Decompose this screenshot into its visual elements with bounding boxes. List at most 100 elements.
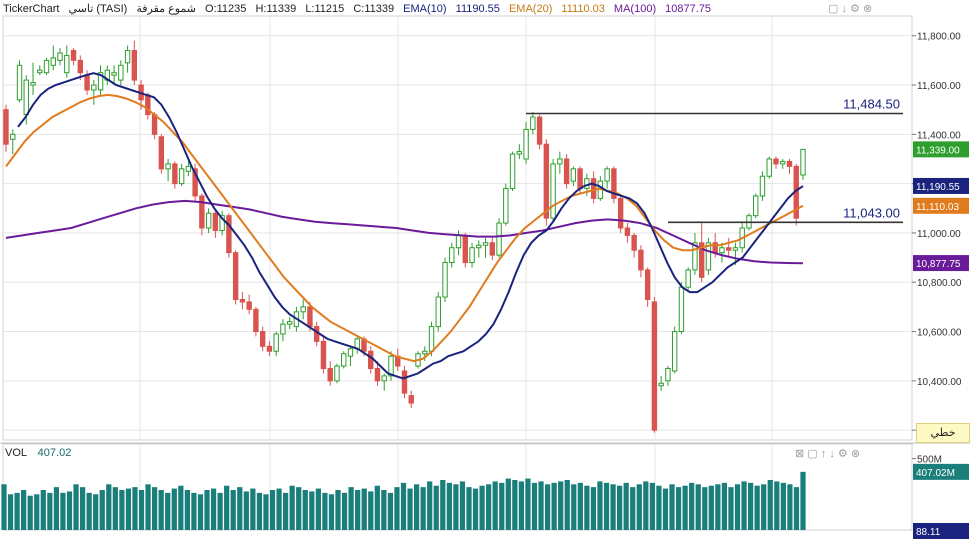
candle-body	[64, 54, 70, 74]
volume-bar	[741, 481, 747, 530]
volume-bar	[512, 480, 518, 530]
volume-bar	[630, 487, 636, 530]
candle-body	[550, 163, 556, 219]
candle-body	[401, 370, 408, 394]
arrow-down-icon[interactable]: ↓	[829, 448, 835, 460]
volume-bar	[250, 488, 256, 530]
level-label: 11,484.50	[843, 96, 900, 111]
close-icon[interactable]: ⊗	[862, 3, 873, 15]
volume-bar	[486, 484, 492, 530]
candle-body	[516, 151, 523, 155]
volume-bar	[734, 484, 741, 530]
volume-bar	[531, 482, 538, 530]
volume-bar	[492, 481, 498, 530]
candle-body	[239, 298, 246, 303]
candle-body	[530, 116, 536, 130]
candle-body	[280, 323, 286, 335]
candle-body	[16, 64, 23, 101]
volume-bar	[472, 488, 479, 530]
volume-bar	[636, 484, 642, 530]
volume-bar	[132, 487, 138, 530]
candle-body	[509, 153, 516, 190]
volume-tick-label: 500M	[917, 455, 942, 466]
volume-bar	[79, 487, 86, 530]
arrow-down-icon[interactable]: ↓	[841, 3, 847, 15]
volume-bar	[282, 492, 289, 530]
candle-body	[719, 247, 725, 254]
arrow-up-icon[interactable]: ↑	[820, 448, 827, 460]
candle-body	[631, 234, 637, 251]
candle-body	[584, 178, 590, 190]
candle-body	[449, 247, 455, 264]
candle-body	[158, 136, 165, 170]
volume-bar	[761, 484, 767, 530]
volume-bar	[590, 487, 597, 530]
candle-body	[30, 82, 36, 86]
volume-bar	[754, 485, 760, 530]
candle-body	[341, 353, 347, 367]
candle-body	[3, 109, 9, 145]
source-label: TickerChart	[3, 3, 60, 15]
price-tag	[913, 197, 969, 214]
volume-bar	[440, 480, 446, 530]
volume-bar	[774, 481, 780, 530]
candle-body	[759, 175, 766, 197]
candle-body	[638, 249, 644, 271]
volume-bar	[21, 490, 27, 530]
candle-body	[111, 72, 117, 76]
candle-body	[368, 350, 374, 370]
candle-body	[462, 234, 468, 264]
ema10-label: EMA(10)	[403, 3, 447, 15]
volume-bar	[544, 484, 551, 530]
square-icon[interactable]: ▢	[807, 448, 818, 460]
candle-body	[685, 269, 691, 288]
candle-body	[469, 247, 475, 264]
candle-body	[266, 345, 273, 352]
candle-body	[536, 116, 543, 145]
y-tick-label: 11,000.00	[917, 229, 961, 240]
candle-body	[300, 306, 306, 313]
close-icon[interactable]: ⊠	[795, 448, 805, 460]
volume-bar	[708, 485, 714, 530]
candle-body	[118, 64, 124, 81]
volume-last-tag	[913, 463, 969, 480]
volume-bar	[348, 487, 354, 530]
volume-bar	[597, 481, 603, 530]
candle-body	[732, 247, 739, 251]
candle-body	[705, 242, 712, 271]
volume-bar	[558, 481, 564, 530]
volume-bar	[86, 492, 92, 530]
price-tag	[913, 255, 969, 272]
candle-body	[590, 178, 597, 199]
candle-body	[226, 215, 232, 254]
volume-bar	[315, 488, 321, 530]
volume-toolbar: ⊠ ▢ ↑ ↓ ⚙ ⊗	[795, 447, 860, 460]
volume-header: VOL 407.02	[5, 447, 71, 459]
candle-body	[165, 163, 171, 170]
price-panel-frame	[2, 15, 913, 441]
close-icon[interactable]: ⊗	[850, 448, 861, 460]
candle-body	[50, 57, 56, 66]
ma100-line	[5, 199, 804, 265]
settings-icon[interactable]: ⚙	[837, 448, 848, 460]
candle-body	[428, 326, 435, 352]
candle-body	[617, 197, 624, 229]
candle-body	[192, 168, 198, 197]
square-icon[interactable]: ▢	[828, 3, 839, 15]
candle-body	[320, 340, 327, 370]
candle-body	[496, 222, 502, 256]
y-tick-label: 11,800.00	[917, 32, 961, 43]
candle-body	[503, 188, 509, 224]
settings-icon[interactable]: ⚙	[850, 3, 860, 15]
candle-body	[97, 72, 104, 91]
candle-body	[347, 348, 354, 357]
volume-bar	[466, 487, 472, 530]
volume-bar	[453, 484, 459, 530]
volume-bar	[702, 487, 708, 530]
price-tag	[913, 141, 969, 158]
candle-body	[766, 158, 772, 177]
scale-linear-button[interactable]: خطي	[916, 423, 970, 443]
ema20-label: EMA(20)	[508, 3, 553, 15]
candle-body	[23, 79, 29, 116]
